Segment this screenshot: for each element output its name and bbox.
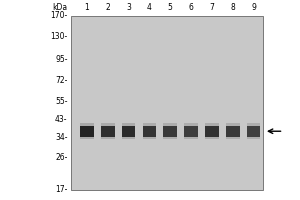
Text: 130-: 130-	[50, 32, 68, 41]
Bar	[205, 123, 219, 126]
Text: kDa: kDa	[52, 3, 68, 12]
Bar	[80, 126, 94, 137]
Bar	[101, 126, 115, 137]
Bar	[226, 137, 240, 139]
Bar	[226, 126, 240, 137]
Bar	[164, 126, 177, 137]
Text: 7: 7	[209, 3, 214, 12]
Text: 43-: 43-	[55, 115, 68, 124]
Bar	[226, 123, 240, 126]
Bar	[205, 137, 219, 139]
Bar	[80, 123, 94, 126]
Text: 9: 9	[251, 3, 256, 12]
Bar	[122, 137, 136, 139]
Bar	[184, 137, 198, 139]
Bar	[80, 137, 94, 139]
Bar	[184, 123, 198, 126]
Bar	[184, 126, 198, 137]
Text: 6: 6	[189, 3, 194, 12]
Bar	[164, 137, 177, 139]
Text: 55-: 55-	[55, 97, 68, 106]
Bar	[164, 123, 177, 126]
Text: 72-: 72-	[55, 76, 68, 85]
Text: 26-: 26-	[55, 153, 68, 162]
Bar	[101, 137, 115, 139]
Bar	[142, 126, 156, 137]
Bar	[101, 123, 115, 126]
Bar	[205, 126, 219, 137]
Bar	[142, 137, 156, 139]
Bar	[247, 123, 260, 126]
Text: 1: 1	[85, 3, 89, 12]
Text: 2: 2	[105, 3, 110, 12]
Bar	[247, 126, 260, 137]
Text: 17-: 17-	[55, 186, 68, 194]
Bar	[142, 123, 156, 126]
Text: 34-: 34-	[55, 133, 68, 142]
Text: 4: 4	[147, 3, 152, 12]
Text: 3: 3	[126, 3, 131, 12]
Bar	[70, 16, 262, 190]
Text: 170-: 170-	[50, 11, 68, 21]
Text: 95-: 95-	[55, 55, 68, 64]
Bar	[122, 123, 136, 126]
Bar	[247, 137, 260, 139]
Bar	[122, 126, 136, 137]
Text: 5: 5	[168, 3, 173, 12]
Text: 8: 8	[230, 3, 235, 12]
